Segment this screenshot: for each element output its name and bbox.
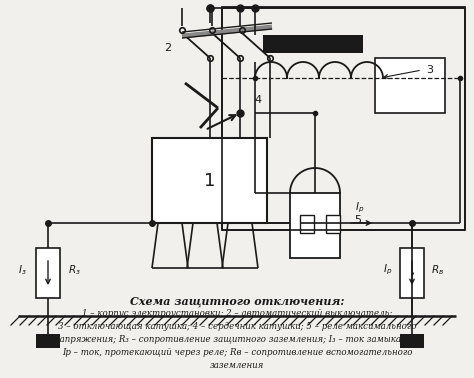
Text: 1 – корпус электроустановки; 2 – автоматический выключатель;: 1 – корпус электроустановки; 2 – автомат…	[82, 309, 392, 318]
Bar	[36, 334, 60, 348]
Text: $R_з$: $R_з$	[68, 263, 81, 277]
Text: напряжения; R₃ – сопротивление защитного заземления; I₃ – ток замыкания;: напряжения; R₃ – сопротивление защитного…	[54, 335, 420, 344]
Bar	[152, 138, 267, 223]
Text: $I_з$: $I_з$	[18, 263, 26, 277]
Text: 5: 5	[355, 215, 362, 225]
Bar	[36, 248, 60, 298]
Text: 3 – отключающая катушка; 4 – сердечник катушки; 5 – реле максимального: 3 – отключающая катушка; 4 – сердечник к…	[58, 322, 416, 331]
Bar	[400, 334, 424, 348]
Text: 2: 2	[164, 43, 172, 53]
Text: $I_р$: $I_р$	[356, 201, 365, 215]
Bar	[222, 7, 465, 230]
Text: 3: 3	[427, 65, 434, 75]
Text: Iр – ток, протекающий через реле; Rв – сопротивление вспомогательного: Iр – ток, протекающий через реле; Rв – с…	[62, 348, 412, 357]
Text: $R_в$: $R_в$	[431, 263, 445, 277]
Bar	[290, 193, 340, 258]
Text: Схема защитного отключения:: Схема защитного отключения:	[130, 296, 344, 307]
Bar	[263, 35, 363, 53]
Bar	[375, 58, 445, 113]
Text: 4: 4	[255, 95, 262, 105]
Text: заземления: заземления	[210, 361, 264, 370]
Bar	[326, 215, 340, 233]
Text: 1: 1	[204, 172, 216, 190]
Bar	[300, 215, 314, 233]
Text: $I_р$: $I_р$	[383, 263, 392, 277]
Bar	[400, 248, 424, 298]
